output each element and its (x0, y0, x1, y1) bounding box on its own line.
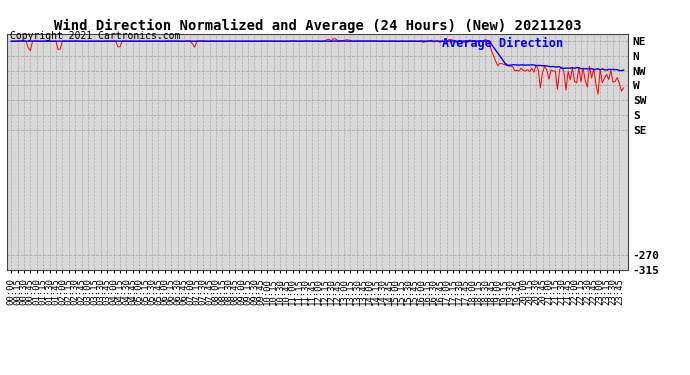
Text: Average Direction: Average Direction (442, 37, 563, 50)
Title: Wind Direction Normalized and Average (24 Hours) (New) 20211203: Wind Direction Normalized and Average (2… (54, 18, 581, 33)
Text: Copyright 2021 Cartronics.com: Copyright 2021 Cartronics.com (10, 32, 181, 41)
